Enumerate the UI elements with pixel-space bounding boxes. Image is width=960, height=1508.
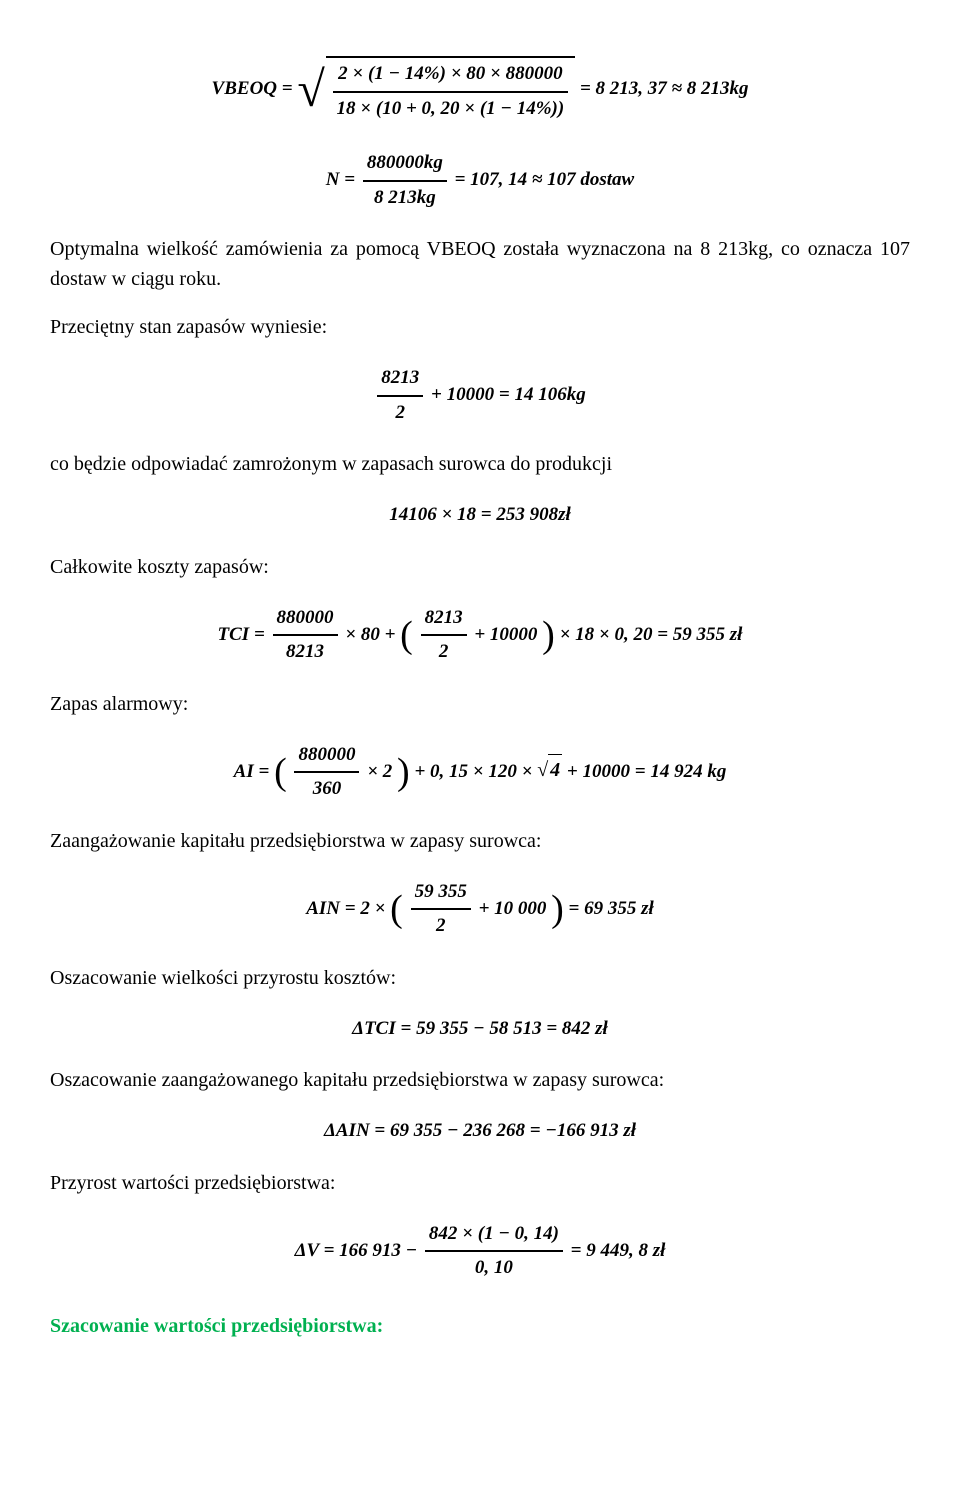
tci-frac1-den: 8213	[273, 636, 338, 667]
dv-end: = 9 449, 8 zł	[571, 1239, 666, 1260]
ain-mid: + 10 000	[479, 897, 547, 918]
vbeoq-fraction: 2 × (1 − 14%) × 80 × 880000 18 × (10 + 0…	[333, 60, 569, 123]
paragraph-frozen-label: co będzie odpowiadać zamrożonym w zapasa…	[50, 449, 910, 479]
ai-lhs: AI =	[234, 760, 270, 781]
paragraph-value-increase-label: Przyrost wartości przedsiębiorstwa:	[50, 1168, 910, 1198]
formula-delta-ain: ΔAIN = 69 355 − 236 268 = −166 913 zł	[50, 1117, 910, 1146]
dv-frac-num: 842 × (1 − 0, 14)	[425, 1220, 563, 1253]
paren-open-icon: (	[274, 744, 287, 801]
avg-stock-tail: + 10000 = 14 106kg	[431, 384, 586, 405]
formula-frozen-value: 14106 × 18 = 253 908zł	[50, 501, 910, 530]
paragraph-engaged-capital-label: Oszacowanie zaangażowanego kapitału prze…	[50, 1065, 910, 1095]
avg-stock-den: 2	[377, 397, 423, 428]
ai-sqrt-val: 4	[548, 754, 562, 785]
paragraph-cost-increase-label: Oszacowanie wielkości przyrostu kosztów:	[50, 963, 910, 993]
formula-ai: AI = ( 880000 360 × 2 ) + 0, 15 × 120 × …	[50, 741, 910, 804]
vbeoq-lhs: VBEOQ =	[212, 78, 293, 99]
avg-stock-fraction: 8213 2	[377, 364, 423, 427]
dv-frac-den: 0, 10	[425, 1252, 563, 1283]
small-sqrt: √4	[537, 759, 562, 781]
ai-mid: × 2	[367, 760, 392, 781]
ain-fraction: 59 355 2	[411, 878, 471, 941]
n-lhs: N =	[326, 169, 355, 190]
sqrt-wrapper: √ 2 × (1 − 14%) × 80 × 880000 18 × (10 +…	[297, 52, 575, 127]
paren-open-icon: (	[390, 881, 403, 938]
tci-lhs: TCI =	[218, 623, 265, 644]
tci-frac1-num: 880000	[273, 604, 338, 637]
sqrt-body: 2 × (1 − 14%) × 80 × 880000 18 × (10 + 0…	[326, 56, 576, 123]
ain-frac-den: 2	[411, 910, 471, 941]
paren-open-icon: (	[400, 607, 413, 664]
formula-vbeoq: VBEOQ = √ 2 × (1 − 14%) × 80 × 880000 18…	[50, 52, 910, 127]
paragraph-capital-engagement-label: Zaangażowanie kapitału przedsiębiorstwa …	[50, 826, 910, 856]
sqrt-icon: √	[297, 52, 324, 127]
ai-tail2: + 10000 = 14 924 kg	[567, 760, 726, 781]
ain-lhs: AIN = 2 ×	[306, 897, 385, 918]
vbeoq-numerator: 2 × (1 − 14%) × 80 × 880000	[333, 60, 569, 93]
tci-frac2: 8213 2	[421, 604, 467, 667]
formula-tci: TCI = 880000 8213 × 80 + ( 8213 2 + 1000…	[50, 604, 910, 667]
paragraph-alarm-stock-label: Zapas alarmowy:	[50, 689, 910, 719]
n-denominator: 8 213kg	[363, 182, 447, 213]
n-result: = 107, 14 ≈ 107 dostaw	[455, 169, 635, 190]
dv-lhs: ΔV = 166 913 −	[295, 1239, 418, 1260]
tci-frac1: 880000 8213	[273, 604, 338, 667]
paren-close-icon: )	[551, 881, 564, 938]
paren-close-icon: )	[397, 744, 410, 801]
ai-fraction: 880000 360	[294, 741, 359, 804]
tci-end: × 18 × 0, 20 = 59 355 zł	[560, 623, 743, 644]
formula-n: N = 880000kg 8 213kg = 107, 14 ≈ 107 dos…	[50, 149, 910, 212]
tci-frac2-num: 8213	[421, 604, 467, 637]
ai-frac-den: 360	[294, 773, 359, 804]
vbeoq-result: = 8 213, 37 ≈ 8 213kg	[580, 78, 749, 99]
tci-tail: + 10000	[474, 623, 537, 644]
ain-frac-num: 59 355	[411, 878, 471, 911]
formula-avg-stock: 8213 2 + 10000 = 14 106kg	[50, 364, 910, 427]
dv-fraction: 842 × (1 − 0, 14) 0, 10	[425, 1220, 563, 1283]
formula-ain: AIN = 2 × ( 59 355 2 + 10 000 ) = 69 355…	[50, 878, 910, 941]
tci-frac2-den: 2	[421, 636, 467, 667]
paragraph-total-costs-label: Całkowite koszty zapasów:	[50, 552, 910, 582]
ai-frac-num: 880000	[294, 741, 359, 774]
avg-stock-num: 8213	[377, 364, 423, 397]
paren-close-icon: )	[542, 607, 555, 664]
n-numerator: 880000kg	[363, 149, 447, 182]
ain-end: = 69 355 zł	[569, 897, 654, 918]
formula-delta-v: ΔV = 166 913 − 842 × (1 − 0, 14) 0, 10 =…	[50, 1220, 910, 1283]
vbeoq-denominator: 18 × (10 + 0, 20 × (1 − 14%))	[333, 93, 569, 124]
heading-valuation: Szacowanie wartości przedsiębiorstwa:	[50, 1311, 910, 1341]
paragraph-intro: Optymalna wielkość zamówienia za pomocą …	[50, 234, 910, 294]
tci-mid1: × 80 +	[345, 623, 395, 644]
ai-tail1: + 0, 15 × 120 ×	[414, 760, 532, 781]
n-fraction: 880000kg 8 213kg	[363, 149, 447, 212]
paragraph-avg-stock-label: Przeciętny stan zapasów wyniesie:	[50, 312, 910, 342]
formula-delta-tci: ΔTCI = 59 355 − 58 513 = 842 zł	[50, 1015, 910, 1044]
